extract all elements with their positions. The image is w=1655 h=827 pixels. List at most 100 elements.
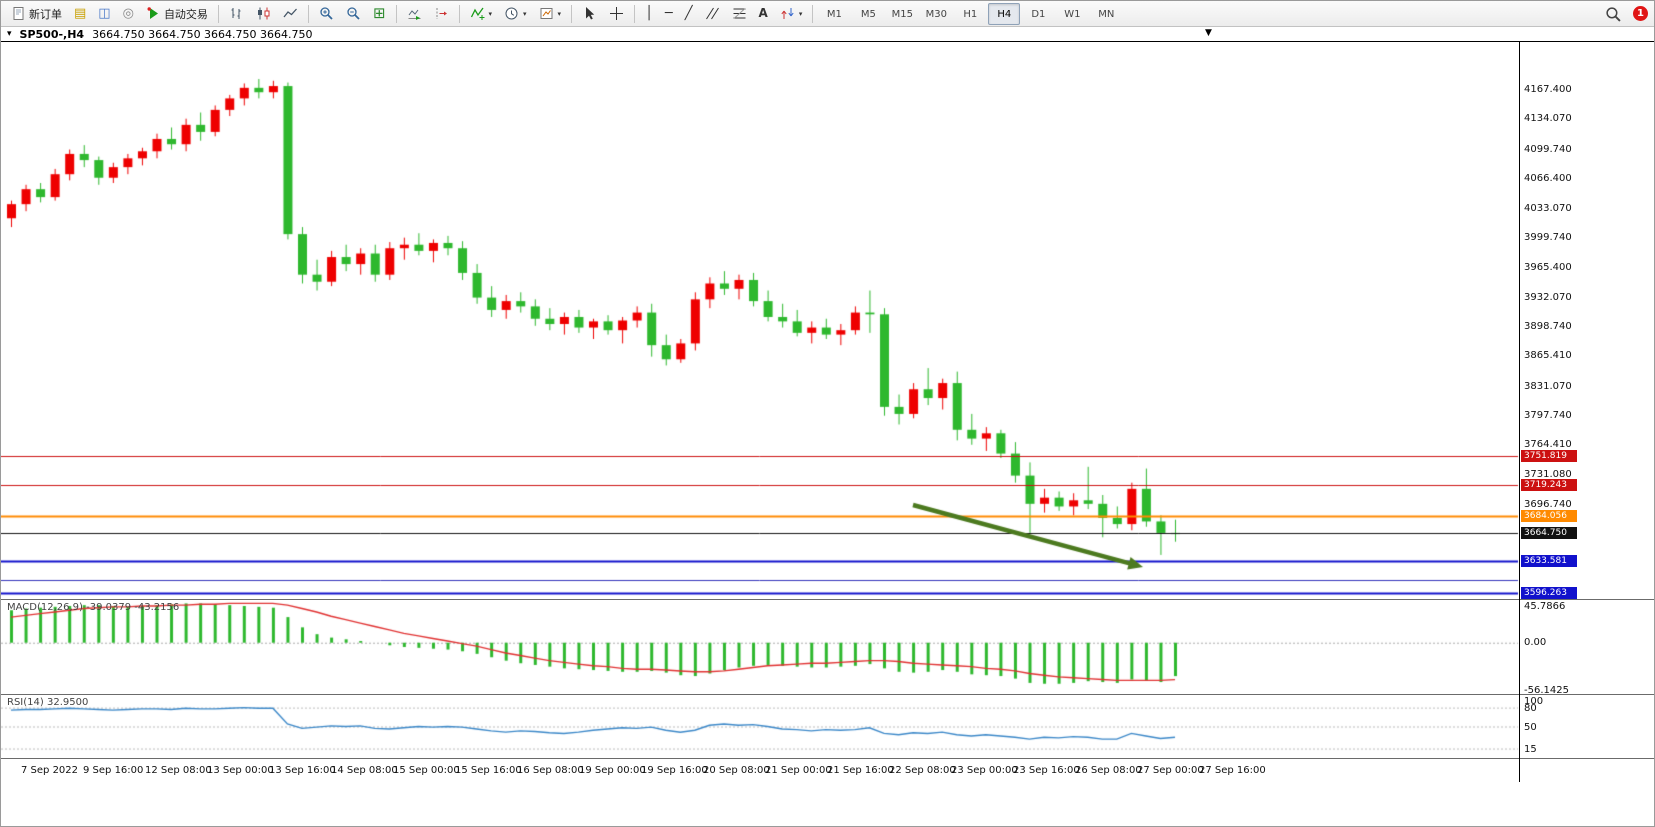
- notification-badge[interactable]: 1: [1633, 6, 1648, 21]
- chart-shift-icon: [436, 8, 447, 19]
- timeframe-m5-button[interactable]: M5: [860, 8, 876, 20]
- periods-button[interactable]: ▾: [499, 2, 532, 26]
- tile-windows-button[interactable]: ⊞: [368, 2, 391, 26]
- macd-value: -39.0379: [86, 602, 132, 613]
- chevron-down-icon: ▾: [557, 9, 562, 18]
- time-axis-label: 16 Sep 08:00: [517, 765, 584, 776]
- panel-separator[interactable]: [1, 758, 1654, 759]
- timeframe-w1-button[interactable]: W1: [1064, 8, 1081, 20]
- community-button[interactable]: ◎: [118, 2, 139, 26]
- search-button[interactable]: [1600, 2, 1626, 26]
- panel-separator[interactable]: [1, 599, 1654, 600]
- clock-icon: [505, 7, 518, 20]
- vertical-line-icon: │: [645, 6, 653, 21]
- autotrading-button[interactable]: 自动交易: [141, 2, 213, 26]
- time-axis-label: 23 Sep 00:00: [951, 765, 1018, 776]
- auto-scroll-button[interactable]: [402, 2, 427, 26]
- timeframe-m15-button[interactable]: M15: [891, 8, 914, 20]
- time-axis-label: 15 Sep 16:00: [455, 765, 522, 776]
- price-axis-label: 3999.740: [1524, 231, 1572, 243]
- tile-windows-icon: ⊞: [372, 4, 386, 22]
- rsi-axis-label: 15: [1524, 743, 1537, 755]
- toolbar: 新订单 ▤ ◫ ◎ 自动交易 ⊞: [1, 1, 1654, 27]
- price-axis-label: 4134.070: [1524, 113, 1572, 125]
- channel-button[interactable]: [700, 2, 725, 26]
- terminal-button[interactable]: ◫: [93, 2, 115, 26]
- timeframe-d1-button[interactable]: D1: [1031, 8, 1046, 20]
- bar-chart-button[interactable]: [224, 2, 249, 26]
- time-axis-label: 7 Sep 2022: [21, 765, 79, 776]
- candlestick-chart-button[interactable]: [251, 2, 276, 26]
- macd-axis-label: 45.7866: [1524, 601, 1566, 612]
- macd-title: MACD(12,26,9): [7, 602, 83, 613]
- timeframe-m30-button[interactable]: M30: [925, 8, 948, 20]
- line-chart-button[interactable]: [278, 2, 303, 26]
- cursor-icon: [586, 7, 595, 20]
- fibonacci-icon: [733, 8, 746, 19]
- timeframe-h1-button[interactable]: H1: [963, 8, 978, 20]
- toolbar-separator: [217, 4, 219, 23]
- macd-axis-label: -56.1425: [1524, 684, 1569, 696]
- crosshair-button[interactable]: [604, 2, 629, 26]
- zoom-out-button[interactable]: [341, 2, 366, 26]
- time-axis-label: 22 Sep 08:00: [889, 765, 956, 776]
- text-tool-icon: A: [758, 6, 768, 20]
- macd-axis-label: 0.00: [1524, 636, 1547, 648]
- price-level-badge: 3684.056: [1521, 510, 1577, 523]
- time-axis-label: 27 Sep 16:00: [1199, 765, 1266, 776]
- line-chart-icon: [283, 8, 297, 18]
- price-axis-label: 3865.410: [1524, 350, 1572, 362]
- time-axis-label: 21 Sep 00:00: [765, 765, 832, 776]
- macd-panel-canvas[interactable]: [1, 600, 1519, 694]
- time-axis-label: 13 Sep 16:00: [269, 765, 336, 776]
- arrows-tool-icon: [781, 8, 794, 19]
- rsi-value: 32.9500: [46, 697, 89, 708]
- templates-button[interactable]: ▾: [534, 2, 567, 26]
- timeframe-m1-button[interactable]: M1: [826, 8, 842, 20]
- price-axis-label: 3731.080: [1524, 468, 1572, 480]
- panel-separator[interactable]: [1, 694, 1654, 695]
- toolbar-separator: [571, 4, 573, 23]
- chevron-down-icon: ▾: [523, 9, 527, 18]
- chart-symbol-label: SP500-,H4: [19, 27, 85, 41]
- toolbar-separator: [458, 4, 460, 23]
- indicators-button[interactable]: ▾: [465, 2, 498, 26]
- cursor-button[interactable]: [577, 2, 602, 26]
- arrows-tool-button[interactable]: ▾: [775, 2, 808, 26]
- template-icon: [540, 8, 553, 19]
- timeframe-h4-button[interactable]: H4: [988, 3, 1021, 26]
- text-tool-button[interactable]: A: [754, 2, 773, 26]
- fibonacci-button[interactable]: [727, 2, 752, 26]
- new-order-button[interactable]: 新订单: [6, 2, 67, 26]
- trendline-button[interactable]: ╱: [680, 2, 698, 26]
- price-axis-label: 4033.070: [1524, 202, 1572, 214]
- time-axis-label: 21 Sep 16:00: [827, 765, 894, 776]
- price-axis-label: 4167.400: [1524, 84, 1572, 96]
- notification-count: 1: [1637, 8, 1644, 19]
- one-click-expander-icon[interactable]: ▾: [7, 29, 12, 39]
- time-axis: 7 Sep 2022 9 Sep 16:00 12 Sep 08:00 13 Sep …: [1, 759, 1519, 782]
- new-order-icon: [13, 7, 24, 20]
- vertical-line-button[interactable]: │: [640, 2, 658, 26]
- zoom-in-button[interactable]: [314, 2, 339, 26]
- timeframe-mn-button[interactable]: MN: [1098, 8, 1115, 20]
- rsi-indicator-label: RSI(14) 32.9500: [7, 697, 88, 708]
- price-axis-label: 3696.740: [1524, 498, 1572, 510]
- price-axis-label: 4066.400: [1524, 173, 1572, 185]
- horizontal-line-button[interactable]: ─: [660, 2, 678, 26]
- channel-icon: [705, 7, 719, 20]
- time-axis-label: 26 Sep 08:00: [1075, 765, 1142, 776]
- price-axis-label: 3797.740: [1524, 409, 1572, 421]
- time-axis-label: 27 Sep 00:00: [1137, 765, 1204, 776]
- current-bar-marker-icon: ▼: [1205, 28, 1212, 38]
- rsi-panel-canvas[interactable]: [1, 695, 1519, 758]
- time-axis-label: 12 Sep 08:00: [145, 765, 212, 776]
- price-axis-label: 3932.070: [1524, 291, 1572, 303]
- price-chart-canvas[interactable]: [1, 42, 1519, 599]
- chart-shift-button[interactable]: [429, 2, 454, 26]
- time-axis-label: 19 Sep 00:00: [579, 765, 646, 776]
- search-icon: [1606, 6, 1621, 22]
- price-axis: 4167.400 4134.070 4099.740 4066.400 4033.070…: [1520, 42, 1654, 782]
- charts-stack-button[interactable]: ▤: [69, 2, 91, 26]
